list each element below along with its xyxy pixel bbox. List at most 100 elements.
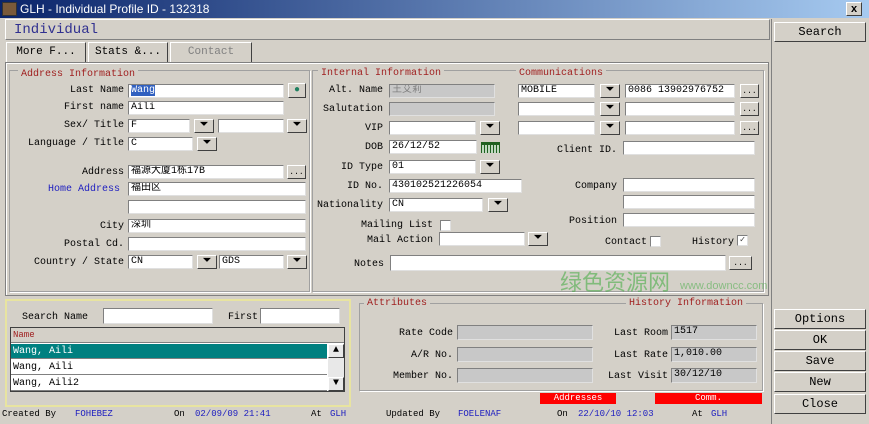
- new-button[interactable]: New: [774, 372, 866, 392]
- last-name-input[interactable]: Wang: [128, 84, 284, 98]
- contact-checkbox[interactable]: [650, 236, 661, 247]
- created-at-value: GLH: [330, 409, 347, 419]
- address-line3-input[interactable]: [128, 200, 306, 214]
- ar-no-input[interactable]: [457, 347, 593, 362]
- comm-type-input-2[interactable]: [518, 102, 595, 116]
- address-line1-input[interactable]: 福源大厦1栋17B: [128, 165, 284, 179]
- search-name-input[interactable]: [103, 308, 213, 324]
- client-id-input[interactable]: [623, 141, 755, 155]
- company-input-2[interactable]: [623, 195, 755, 209]
- attributes-title: Attributes: [364, 298, 431, 309]
- save-button[interactable]: Save: [774, 351, 866, 371]
- search-panel: [5, 299, 351, 407]
- language-dropdown-icon[interactable]: ⏷: [197, 137, 217, 151]
- mail-action-label: Mail Action: [366, 235, 433, 246]
- last-rate-label: Last Rate: [613, 350, 668, 361]
- comm-type-dropdown-icon[interactable]: ⏷: [600, 84, 620, 98]
- globe-icon[interactable]: ●: [288, 83, 306, 98]
- comm-value-input-2[interactable]: [625, 102, 735, 116]
- comm-more-button[interactable]: ...: [740, 84, 759, 98]
- state-dropdown-icon[interactable]: ⏷: [287, 255, 307, 269]
- company-label: Company: [574, 181, 617, 192]
- sex-input[interactable]: F: [128, 119, 190, 133]
- addresses-indicator[interactable]: Addresses: [540, 393, 616, 404]
- close-button[interactable]: Close: [774, 394, 866, 414]
- notes-input[interactable]: [390, 255, 726, 271]
- comm-value-input-3[interactable]: [625, 121, 735, 135]
- options-button[interactable]: Options: [774, 309, 866, 329]
- updated-on-label: On: [557, 409, 568, 419]
- last-visit-label: Last Visit: [607, 371, 668, 382]
- sex-title-label: Sex/ Title: [63, 120, 124, 131]
- vip-input[interactable]: [389, 121, 476, 135]
- comm-more-button[interactable]: ...: [740, 121, 759, 135]
- address-line2-input[interactable]: 福田区: [128, 182, 306, 196]
- sex-dropdown-icon[interactable]: ⏷: [194, 119, 214, 133]
- nationality-input[interactable]: CN: [389, 198, 483, 212]
- member-no-input[interactable]: [457, 368, 593, 383]
- comm-type-input-1[interactable]: MOBILE: [518, 84, 595, 98]
- comm-type-dropdown-icon[interactable]: ⏷: [600, 102, 620, 116]
- id-type-dropdown-icon[interactable]: ⏷: [480, 160, 500, 174]
- id-no-input[interactable]: 430102521226054: [389, 179, 522, 193]
- list-item[interactable]: Wang, Aili: [11, 344, 327, 359]
- notes-more-button[interactable]: ...: [729, 256, 752, 270]
- search-first-label: First: [228, 312, 259, 323]
- title-dropdown-icon[interactable]: ⏷: [287, 119, 307, 133]
- updated-by-value: FOELENAF: [458, 409, 502, 419]
- ok-button[interactable]: OK: [774, 330, 866, 350]
- salutation-label: Salutation: [322, 104, 383, 115]
- mail-action-input[interactable]: [439, 232, 525, 246]
- title-input[interactable]: [218, 119, 284, 133]
- mailing-list-checkbox[interactable]: [440, 220, 451, 231]
- search-first-input[interactable]: [260, 308, 340, 324]
- calendar-icon[interactable]: [481, 142, 500, 153]
- scroll-up-icon[interactable]: ▲: [328, 344, 344, 358]
- postal-label: Postal Cd.: [63, 239, 124, 250]
- list-scrollbar[interactable]: [328, 344, 344, 391]
- search-button[interactable]: Search: [774, 22, 866, 42]
- tab-more[interactable]: More F...: [6, 42, 86, 62]
- first-name-input[interactable]: Aili: [128, 101, 284, 115]
- id-type-input[interactable]: 01: [389, 160, 476, 174]
- mail-action-dropdown-icon[interactable]: ⏷: [528, 232, 548, 246]
- address-more-button[interactable]: ...: [287, 165, 306, 179]
- comm-type-input-3[interactable]: [518, 121, 595, 135]
- name-column-header[interactable]: Name: [11, 328, 344, 343]
- updated-at-label: At: [692, 409, 703, 419]
- vip-dropdown-icon[interactable]: ⏷: [480, 121, 500, 135]
- dob-input[interactable]: 26/12/52: [389, 140, 477, 154]
- scroll-down-icon[interactable]: ▼: [328, 377, 344, 391]
- vip-label: VIP: [364, 123, 383, 134]
- language-input[interactable]: C: [128, 137, 193, 151]
- created-at-label: At: [311, 409, 322, 419]
- tab-contact[interactable]: Contact: [170, 42, 252, 62]
- id-no-label: ID No.: [346, 181, 383, 192]
- postal-input[interactable]: [128, 237, 306, 251]
- close-window-button[interactable]: x: [846, 2, 862, 16]
- company-input[interactable]: [623, 178, 755, 192]
- city-input[interactable]: 深圳: [128, 219, 306, 233]
- comm-indicator[interactable]: Comm.: [655, 393, 762, 404]
- comm-more-button[interactable]: ...: [740, 102, 759, 116]
- history-checkbox[interactable]: ✓: [737, 235, 748, 246]
- country-dropdown-icon[interactable]: ⏷: [197, 255, 217, 269]
- main-panel: [5, 62, 769, 296]
- country-input[interactable]: CN: [128, 255, 193, 269]
- comm-type-dropdown-icon[interactable]: ⏷: [600, 121, 620, 135]
- tab-stats[interactable]: Stats &...: [88, 42, 168, 62]
- button-column-divider: [771, 19, 772, 424]
- salutation-input[interactable]: [389, 102, 495, 116]
- nationality-dropdown-icon[interactable]: ⏷: [488, 198, 508, 212]
- nationality-label: Nationality: [316, 200, 383, 211]
- alt-name-input[interactable]: 王艾莉: [389, 84, 495, 98]
- list-item[interactable]: Wang, Aili2: [11, 376, 327, 391]
- created-on-value: 02/09/09 21:41: [195, 409, 271, 419]
- comm-value-input-1[interactable]: 0086 13902976752: [625, 84, 735, 98]
- notes-label: Notes: [353, 259, 384, 270]
- state-input[interactable]: GDS: [219, 255, 284, 269]
- position-input[interactable]: [623, 213, 755, 227]
- list-item[interactable]: Wang, Aili: [11, 360, 327, 375]
- home-address-link[interactable]: Home Address: [47, 184, 120, 195]
- rate-code-input[interactable]: [457, 325, 593, 340]
